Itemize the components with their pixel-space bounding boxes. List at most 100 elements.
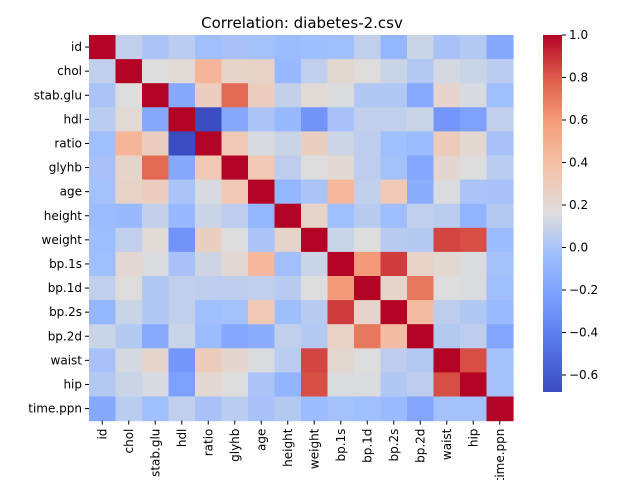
heatmap-cell — [327, 203, 355, 229]
heatmap-cell — [486, 107, 514, 132]
heatmap-cell — [460, 155, 488, 181]
heatmap-cell — [115, 300, 143, 325]
heatmap-cell — [89, 107, 117, 132]
heatmap-cell — [89, 131, 117, 157]
x-tick-label: id — [95, 429, 109, 440]
heatmap-cell — [168, 59, 196, 84]
heatmap-cell — [301, 35, 329, 60]
x-tick-label: bp.1s — [334, 429, 348, 462]
colorbar-tick-label: 0.0 — [569, 241, 588, 255]
heatmap-cell — [354, 155, 382, 181]
heatmap-cell — [301, 83, 329, 108]
heatmap-cell — [407, 396, 435, 422]
heatmap-cell — [460, 107, 488, 132]
heatmap-cell — [115, 155, 143, 181]
heatmap-cell — [407, 324, 435, 349]
heatmap-cell — [168, 83, 196, 108]
heatmap-cell — [407, 372, 435, 398]
heatmap-cell — [248, 179, 276, 205]
x-tick-label: hdl — [175, 429, 189, 448]
heatmap-cell — [460, 324, 488, 349]
heatmap-cell — [301, 348, 329, 373]
heatmap-cell — [433, 155, 461, 181]
heatmap-cell — [274, 324, 302, 349]
heatmap-cell — [407, 203, 435, 229]
heatmap-cell — [486, 83, 514, 108]
heatmap-cell — [486, 227, 514, 253]
heatmap-cell — [380, 396, 408, 422]
heatmap-cell — [248, 155, 276, 181]
heatmap-cell — [142, 35, 170, 60]
heatmap-cell — [380, 203, 408, 229]
heatmap-cell — [248, 300, 276, 325]
heatmap-cell — [221, 155, 249, 181]
heatmap-cell — [89, 300, 117, 325]
heatmap-cell — [142, 251, 170, 277]
heatmap-cell — [327, 372, 355, 398]
heatmap-cell — [301, 372, 329, 398]
heatmap-cell — [433, 179, 461, 205]
heatmap-cell — [460, 83, 488, 108]
heatmap-cell — [142, 107, 170, 132]
heatmap-cell — [380, 227, 408, 253]
heatmap-cell — [380, 131, 408, 157]
heatmap-cell — [89, 83, 117, 108]
heatmap-cell — [354, 396, 382, 422]
heatmap-cell — [380, 251, 408, 277]
heatmap-cell — [380, 59, 408, 84]
heatmap-cell — [168, 107, 196, 132]
colorbar-gradient — [543, 35, 562, 392]
heatmap-cell — [195, 203, 223, 229]
heatmap-cell — [168, 324, 196, 349]
heatmap-cell — [301, 251, 329, 277]
y-tick-label: glyhb — [49, 161, 82, 175]
heatmap-cell — [142, 179, 170, 205]
heatmap-cell — [380, 372, 408, 398]
heatmap-cell — [115, 107, 143, 132]
heatmap-cell — [142, 324, 170, 349]
heatmap-cell — [248, 131, 276, 157]
heatmap-cell — [195, 348, 223, 373]
y-tick-label: time.ppn — [28, 402, 82, 416]
heatmap-cell — [168, 155, 196, 181]
heatmap-cell — [274, 251, 302, 277]
heatmap-cell — [274, 372, 302, 398]
heatmap-cell — [274, 300, 302, 325]
heatmap-cell — [248, 324, 276, 349]
heatmap-cell — [327, 83, 355, 108]
heatmap-cell — [89, 276, 117, 301]
y-tick-label: waist — [51, 353, 83, 367]
heatmap-cell — [168, 179, 196, 205]
heatmap-cell — [221, 131, 249, 157]
heatmap-cell — [221, 324, 249, 349]
heatmap-cell — [486, 155, 514, 181]
heatmap-cell — [380, 348, 408, 373]
heatmap-cell — [221, 227, 249, 253]
heatmap-cell — [460, 251, 488, 277]
heatmap-cell — [195, 372, 223, 398]
y-tick-label: height — [44, 209, 83, 223]
heatmap-cell — [115, 35, 143, 60]
heatmap-cell — [407, 83, 435, 108]
heatmap-cell — [407, 227, 435, 253]
heatmap-cell — [274, 155, 302, 181]
heatmap-cell — [115, 179, 143, 205]
heatmap-cell — [274, 83, 302, 108]
x-tick-label: chol — [122, 429, 136, 454]
heatmap-cell — [301, 227, 329, 253]
heatmap-cell — [327, 131, 355, 157]
heatmap-cell — [221, 203, 249, 229]
heatmap-cell — [433, 276, 461, 301]
colorbar-tick-label: −0.6 — [569, 368, 598, 382]
heatmap-cell — [486, 203, 514, 229]
heatmap-cell — [89, 35, 117, 60]
heatmap-cell — [407, 155, 435, 181]
heatmap-cell — [274, 203, 302, 229]
heatmap-cell — [354, 59, 382, 84]
heatmap-cell — [115, 324, 143, 349]
heatmap-cell — [433, 35, 461, 60]
heatmap-cell — [195, 107, 223, 132]
heatmap-cell — [168, 372, 196, 398]
heatmap-cell — [433, 227, 461, 253]
heatmap-cell — [486, 251, 514, 277]
